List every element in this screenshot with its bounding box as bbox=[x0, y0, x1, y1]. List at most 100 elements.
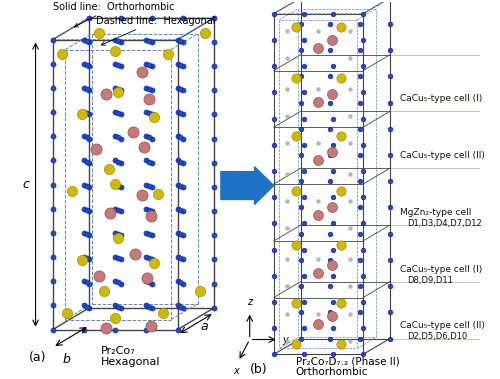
Point bbox=[148, 280, 156, 287]
Text: D8,D9,D11: D8,D9,D11 bbox=[407, 276, 453, 285]
Point bbox=[142, 254, 150, 260]
Point bbox=[112, 206, 120, 212]
Point bbox=[112, 254, 120, 260]
Point bbox=[210, 136, 218, 142]
Point bbox=[292, 75, 300, 81]
Point bbox=[80, 109, 88, 115]
Point bbox=[142, 327, 150, 333]
Point bbox=[210, 280, 218, 287]
Point bbox=[86, 305, 94, 311]
Point bbox=[145, 110, 153, 116]
Point bbox=[210, 15, 218, 21]
Point bbox=[49, 61, 57, 67]
Point bbox=[80, 85, 88, 91]
Point bbox=[326, 283, 334, 289]
Point bbox=[296, 152, 304, 158]
Point bbox=[176, 158, 184, 164]
Point bbox=[80, 133, 88, 139]
Point bbox=[49, 327, 57, 333]
Point bbox=[145, 135, 153, 141]
Point bbox=[147, 213, 155, 219]
Point bbox=[270, 247, 278, 253]
Text: Dashed line:  Hexagonal: Dashed line: Hexagonal bbox=[96, 16, 216, 45]
Point bbox=[326, 178, 334, 184]
Point bbox=[386, 152, 394, 158]
Point bbox=[359, 247, 367, 253]
Text: CaCu₅-type cell (I): CaCu₅-type cell (I) bbox=[400, 94, 482, 103]
Point bbox=[174, 230, 182, 236]
Text: CaCu₅-type cell (I): CaCu₅-type cell (I) bbox=[400, 265, 482, 274]
Point bbox=[68, 188, 76, 194]
Point bbox=[138, 69, 146, 75]
Point bbox=[142, 109, 150, 115]
Point bbox=[330, 37, 338, 43]
Point bbox=[386, 100, 394, 106]
Point bbox=[80, 302, 88, 309]
Point bbox=[359, 11, 367, 17]
Point bbox=[174, 302, 182, 309]
Point bbox=[314, 321, 322, 327]
Point bbox=[112, 278, 120, 284]
Point bbox=[174, 61, 182, 67]
Point bbox=[116, 232, 124, 238]
Point bbox=[283, 140, 291, 146]
Point bbox=[114, 135, 122, 141]
Point bbox=[359, 325, 367, 331]
Point bbox=[86, 39, 94, 45]
Point bbox=[82, 207, 90, 213]
Point bbox=[300, 37, 308, 43]
Point bbox=[49, 230, 57, 236]
Point bbox=[116, 63, 124, 69]
Point bbox=[300, 168, 308, 174]
Point bbox=[145, 38, 153, 44]
Point bbox=[346, 283, 354, 289]
Point bbox=[114, 235, 122, 241]
Point bbox=[328, 262, 336, 268]
Point bbox=[300, 116, 308, 122]
Point bbox=[82, 304, 90, 310]
Point bbox=[292, 24, 300, 30]
Point bbox=[114, 62, 122, 68]
Point bbox=[300, 11, 308, 17]
Point bbox=[114, 255, 122, 261]
Point bbox=[148, 15, 156, 21]
Point bbox=[296, 74, 304, 80]
Point bbox=[114, 304, 122, 310]
Point bbox=[112, 180, 120, 186]
Point bbox=[112, 315, 120, 321]
Point bbox=[49, 109, 57, 115]
Point bbox=[49, 302, 57, 309]
Point bbox=[78, 257, 86, 263]
Point bbox=[356, 100, 364, 106]
Point bbox=[145, 304, 153, 310]
Point bbox=[80, 206, 88, 212]
Point bbox=[49, 157, 57, 163]
Point bbox=[326, 335, 334, 341]
Point bbox=[300, 273, 308, 279]
Point bbox=[283, 310, 291, 316]
Point bbox=[49, 182, 57, 188]
Point bbox=[82, 279, 90, 285]
Point bbox=[296, 309, 304, 315]
Point bbox=[145, 255, 153, 261]
Point bbox=[210, 63, 218, 69]
Point bbox=[270, 351, 278, 357]
Point bbox=[270, 325, 278, 331]
Text: Pr₂Co₇: Pr₂Co₇ bbox=[101, 346, 136, 356]
Point bbox=[49, 85, 57, 91]
Point bbox=[164, 52, 172, 58]
Point bbox=[116, 111, 124, 117]
Point bbox=[356, 0, 364, 1]
Point bbox=[176, 38, 184, 44]
Point bbox=[142, 278, 150, 284]
Point bbox=[326, 21, 334, 27]
Point bbox=[283, 55, 291, 61]
Point bbox=[314, 256, 322, 262]
Point bbox=[176, 183, 184, 189]
Point bbox=[92, 146, 100, 152]
Point bbox=[330, 220, 338, 226]
Point bbox=[330, 142, 338, 148]
Point bbox=[49, 36, 57, 42]
Point bbox=[336, 242, 344, 248]
Point bbox=[148, 208, 156, 214]
